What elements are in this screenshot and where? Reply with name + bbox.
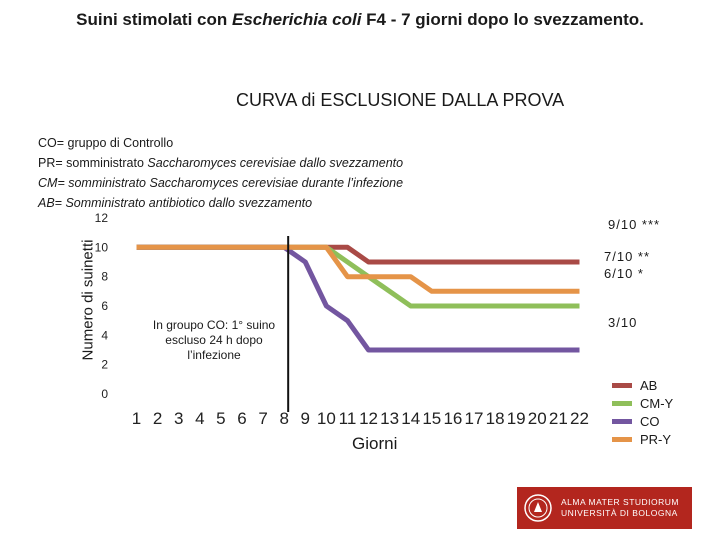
legend-swatch-co [612, 418, 632, 424]
x-tick-label: 5 [216, 409, 225, 428]
x-tick-label: 17 [465, 409, 484, 428]
chart-title: CURVA di ESCLUSIONE DALLA PROVA [236, 90, 565, 110]
legend-swatch-pr [612, 436, 632, 442]
note-cm: CM= somministrato Saccharomyces cerevisi… [38, 176, 404, 190]
slide-title: Suini stimolati con Escherichia coli F4 … [0, 10, 720, 30]
ratio-label-co: 3/10 [608, 315, 638, 330]
group-legend-notes: CO= gruppo di Controllo PR= somministrat… [38, 133, 403, 213]
x-tick-label: 12 [359, 409, 378, 428]
y-tick-label: 6 [101, 299, 108, 313]
logo-line-1: ALMA MATER STUDIORUM [561, 497, 679, 507]
ratio-label-pr: 7/10 ** [604, 249, 651, 264]
x-tick-label: 22 [570, 409, 589, 428]
x-tick-label: 7 [258, 409, 267, 428]
university-seal-icon [524, 494, 552, 522]
x-tick-label: 16 [443, 409, 462, 428]
chart-legend: AB CM-Y CO PR-Y [612, 376, 673, 448]
ratio-label-ab: 9/10 *** [608, 217, 661, 232]
y-tick-label: 8 [101, 270, 108, 284]
series-line-pr-y [136, 244, 580, 294]
x-tick-label: 19 [507, 409, 526, 428]
legend-swatch-cm [612, 400, 632, 406]
x-tick-label: 1 [132, 409, 141, 428]
x-tick-label: 2 [153, 409, 162, 428]
y-tick-label: 4 [101, 328, 108, 342]
x-tick-label: 14 [401, 409, 420, 428]
x-tick-label: 6 [237, 409, 246, 428]
logo-line-2: UNIVERSITÀ DI BOLOGNA [561, 508, 678, 518]
x-tick-label: 15 [422, 409, 441, 428]
y-tick-label: 0 [101, 387, 108, 401]
x-tick-label: 4 [195, 409, 204, 428]
x-tick-label: 20 [528, 409, 547, 428]
title-suffix: F4 - 7 giorni dopo lo svezzamento. [361, 10, 644, 29]
legend-swatch-ab [612, 382, 632, 388]
legend-item-cm: CM-Y [612, 394, 673, 412]
exclusion-annotation: In groupo CO: 1° suino escluso 24 h dopo… [152, 318, 276, 362]
x-tick-label: 3 [174, 409, 183, 428]
x-tick-label: 11 [339, 409, 357, 428]
x-tick-label: 9 [301, 409, 310, 428]
legend-item-ab: AB [612, 376, 673, 394]
university-logo: ALMA MATER STUDIORUM UNIVERSITÀ DI BOLOG… [517, 487, 692, 529]
x-tick-label: 13 [380, 409, 399, 428]
note-co: CO= gruppo di Controllo [38, 136, 174, 150]
legend-item-pr: PR-Y [612, 430, 673, 448]
x-tick-label: 21 [549, 409, 568, 428]
title-species: Escherichia coli [231, 10, 362, 29]
x-tick-label: 8 [279, 409, 288, 428]
x-axis-label: Giorni [352, 434, 398, 453]
legend-item-co: CO [612, 412, 673, 430]
ratio-label-cm: 6/10 * [604, 266, 644, 281]
y-tick-label: 12 [95, 211, 109, 225]
x-tick-label: 10 [317, 409, 336, 428]
note-pr: PR= somministrato Saccharomyces cerevisi… [38, 156, 404, 170]
y-tick-label: 2 [101, 358, 108, 372]
title-prefix: Suini stimolati con [76, 10, 232, 29]
y-tick-label: 10 [95, 240, 109, 254]
x-tick-label: 18 [486, 409, 505, 428]
note-ab: AB= Somministrato antibiotico dallo svez… [38, 196, 313, 210]
